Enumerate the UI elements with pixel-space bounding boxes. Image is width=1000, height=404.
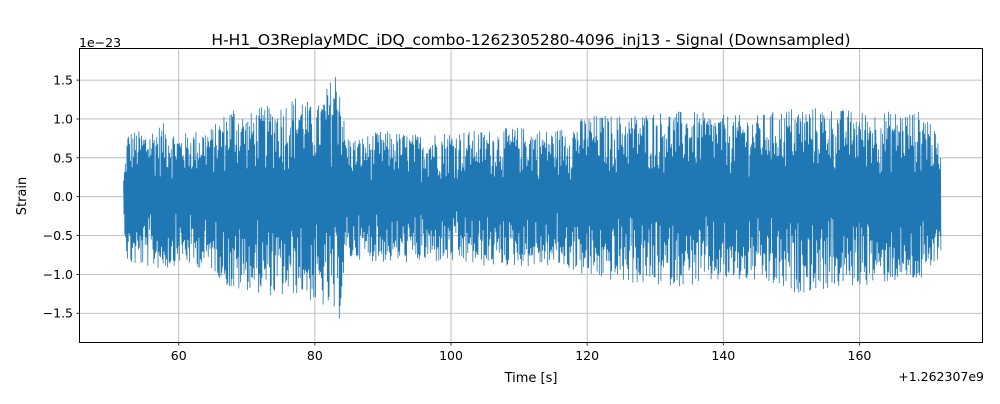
x-offset-label: +1.262307e9 xyxy=(898,369,984,384)
x-axis: 60 80 100 120 140 160 xyxy=(171,342,872,363)
y-axis: −1.5 −1.0 −0.5 0.0 0.5 1.0 1.5 xyxy=(43,73,80,321)
x-tick-label: 80 xyxy=(307,348,323,363)
y-tick-label: 0.5 xyxy=(53,150,73,165)
chart-title: H-H1_O3ReplayMDC_iDQ_combo-1262305280-40… xyxy=(211,31,850,50)
y-tick-label: 1.0 xyxy=(53,111,73,126)
plot-frame xyxy=(79,48,983,343)
x-tick-label: 140 xyxy=(711,348,735,363)
signal-line xyxy=(123,77,942,319)
y-tick-label: −0.5 xyxy=(43,228,73,243)
y-tick-label: −1.0 xyxy=(43,267,73,282)
x-tick-label: 60 xyxy=(171,348,187,363)
x-tick-label: 100 xyxy=(439,348,463,363)
x-tick-label: 120 xyxy=(575,348,599,363)
y-tick-label: −1.5 xyxy=(43,306,73,321)
x-axis-label: Time [s] xyxy=(504,371,558,386)
signal-series xyxy=(123,77,942,319)
y-axis-label: Strain xyxy=(15,177,30,216)
y-tick-label: 1.5 xyxy=(53,73,73,88)
y-multiplier-label: 1e−23 xyxy=(79,35,121,50)
y-tick-label: 0.0 xyxy=(53,189,73,204)
x-tick-label: 160 xyxy=(848,348,872,363)
